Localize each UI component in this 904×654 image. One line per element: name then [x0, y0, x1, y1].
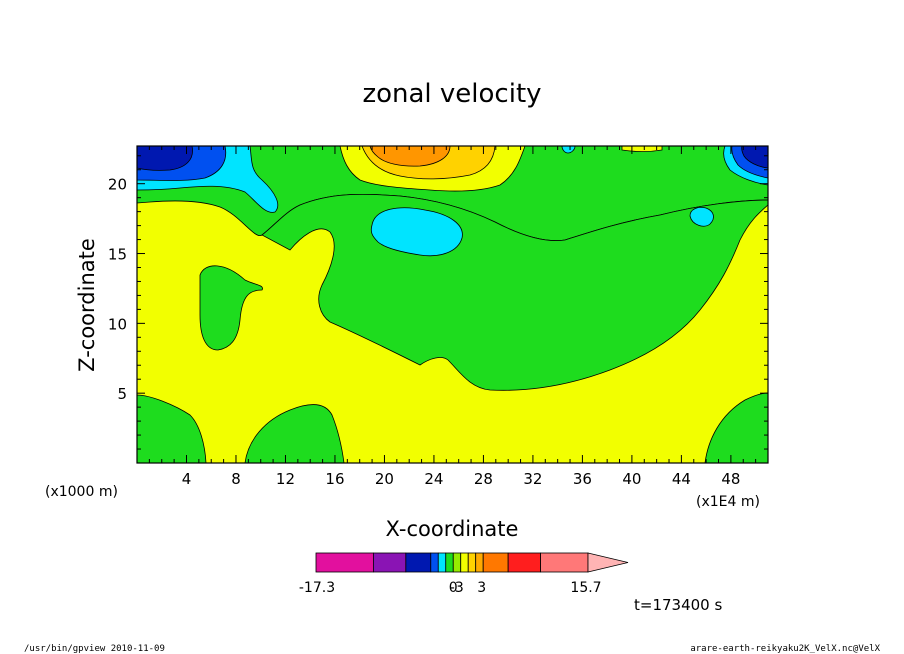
colorbar-arrow — [587, 552, 629, 573]
time-label: t=173400 s — [634, 596, 722, 614]
x-tick-label: 12 — [276, 470, 295, 488]
x-tick-label: 28 — [474, 470, 493, 488]
y-axis-ticks: 5 10 15 20 — [108, 155, 768, 450]
y-tick-label: 10 — [108, 315, 127, 333]
colorbar-segment — [452, 552, 462, 573]
colorbar-segment — [482, 552, 509, 573]
x-axis-unit: (x1E4 m) — [696, 494, 760, 510]
footer-left: /usr/bin/gpview 2010-11-09 — [24, 644, 165, 654]
region-top-small-cyan — [561, 146, 576, 154]
x-tick-label: 48 — [721, 470, 740, 488]
colorbar-segment — [315, 552, 374, 573]
colorbar-segment — [437, 552, 447, 573]
x-tick-label: 36 — [573, 470, 592, 488]
plot-frame — [136, 145, 769, 464]
y-tick-label: 5 — [117, 385, 127, 403]
chart-title: zonal velocity — [362, 79, 541, 109]
x-tick-label: 24 — [424, 470, 443, 488]
x-tick-label: 16 — [325, 470, 344, 488]
colorbar-max-label: 15.7 — [570, 580, 601, 596]
x-tick-label: 20 — [375, 470, 394, 488]
y-axis-unit: (x1000 m) — [45, 484, 118, 500]
colorbar-labels: -30 3 — [449, 580, 486, 596]
colorbar-segment — [507, 552, 541, 573]
x-tick-label: 32 — [523, 470, 542, 488]
colorbar-min-label: -17.3 — [299, 580, 335, 596]
region-topleft-navy — [137, 146, 193, 171]
colorbar-segment — [372, 552, 407, 573]
region-bottomleft-green — [137, 394, 207, 463]
colorbar-segment — [445, 552, 454, 573]
region-left-green — [199, 265, 263, 351]
region-bottom-green — [244, 404, 345, 463]
contour-fields — [137, 146, 768, 463]
region-right-cyan — [689, 207, 714, 227]
region-top-orange — [369, 146, 451, 167]
colorbar-segment — [405, 552, 432, 573]
colorbar — [315, 552, 629, 573]
colorbar-segment — [430, 552, 439, 573]
colorbar-segment — [475, 552, 484, 573]
colorbar-tick-label: -3 — [450, 580, 464, 596]
colorbar-segment — [460, 552, 469, 573]
x-tick-label: 8 — [231, 470, 241, 488]
y-tick-label: 15 — [108, 246, 127, 264]
y-tick-label: 20 — [108, 176, 127, 194]
x-axis-label: X-coordinate — [386, 517, 519, 541]
colorbar-tick-label: 0 — [449, 580, 458, 596]
colorbar-segment — [467, 552, 477, 573]
region-top-small-yellow — [621, 146, 663, 152]
x-tick-label: 40 — [622, 470, 641, 488]
region-mid-cyan — [370, 207, 463, 257]
region-topright-navy — [741, 146, 768, 169]
colorbar-segment — [540, 552, 589, 573]
y-axis-label: Z-coordinate — [75, 238, 99, 372]
x-tick-label: 44 — [672, 470, 691, 488]
x-axis-ticks: 4 8 12 16 20 24 28 32 36 40 44 48 — [148, 146, 769, 488]
colorbar-tick-label: 3 — [477, 580, 486, 596]
x-tick-label: 4 — [182, 470, 192, 488]
footer-right: arare-earth-reikyaku2K_VelX.nc@VelX — [690, 644, 880, 654]
